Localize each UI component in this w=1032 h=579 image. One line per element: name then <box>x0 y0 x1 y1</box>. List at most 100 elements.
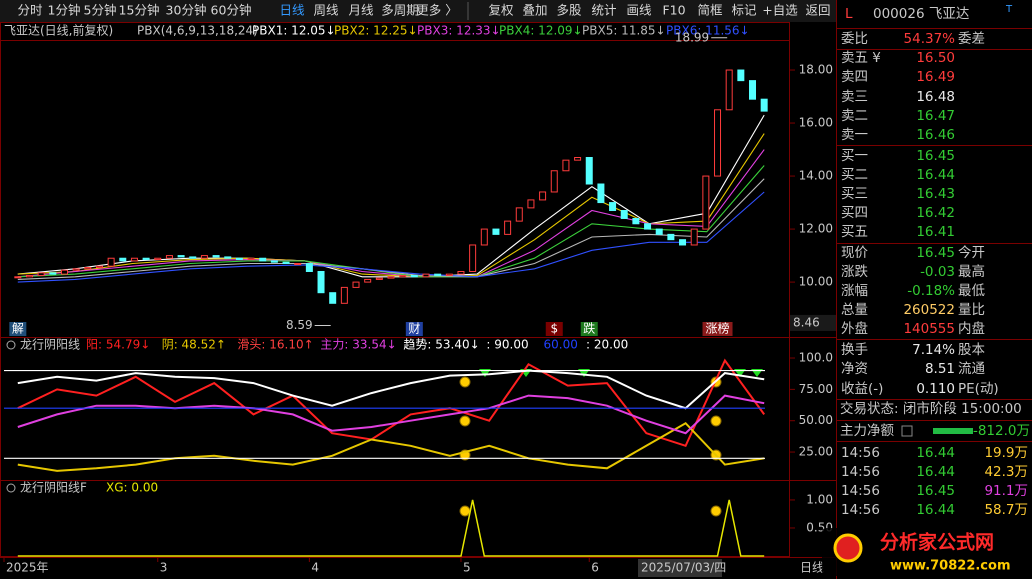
candle <box>737 69 745 82</box>
candle <box>655 228 663 235</box>
toolbar-tab[interactable]: 15分钟 <box>119 3 160 18</box>
candle <box>597 183 605 204</box>
toolbar-tab[interactable]: 多周期 <box>381 3 419 18</box>
toolbar-button[interactable]: +自选 <box>762 3 798 18</box>
panel-title: 龙行阴阳线 <box>20 338 80 352</box>
candle <box>714 109 722 177</box>
legend-entry: XG: 0.00 <box>106 481 158 495</box>
toolbar-tab[interactable]: 60分钟 <box>211 3 252 18</box>
toolbar-button[interactable]: 标记 <box>731 3 757 18</box>
tick-price: 16.44 <box>916 464 955 480</box>
quote-label: 涨幅 <box>841 283 868 299</box>
candle <box>387 276 395 279</box>
y-tick-label: 16.00 <box>799 116 833 130</box>
toolbar-tab[interactable]: 1分钟 <box>48 3 81 18</box>
event-badge <box>405 322 423 336</box>
signal-line <box>17 499 765 557</box>
quote-value: 260522 <box>903 302 955 318</box>
candle <box>375 277 383 280</box>
toolbar-button[interactable]: 返回 <box>805 3 830 18</box>
candle <box>270 260 278 263</box>
candle <box>305 263 313 272</box>
candle <box>37 272 45 276</box>
candle <box>550 170 558 193</box>
y-tick-label: 18.00 <box>799 63 833 77</box>
quote-value: 140555 <box>903 321 955 337</box>
toolbar-button[interactable]: 画线 <box>626 3 652 18</box>
candle <box>130 257 138 262</box>
toolbar-tab[interactable]: 30分钟 <box>166 3 207 18</box>
candle <box>364 278 372 283</box>
toolbar-tab[interactable]: 日线 <box>279 3 305 18</box>
candle <box>189 256 197 259</box>
quote-label: 买四 <box>841 205 868 221</box>
legend-entry: 阳: 54.79↓ <box>86 338 150 352</box>
tick-price: 16.44 <box>916 445 955 461</box>
quote-extra: 内盘 <box>958 320 985 337</box>
x-tick-label: 3 <box>160 561 168 575</box>
candle <box>667 233 675 241</box>
cursor-date-box <box>638 559 722 577</box>
candle <box>527 199 535 209</box>
candle <box>620 210 628 219</box>
legend-entry: PBX2: 12.25↓ <box>334 24 418 38</box>
toolbar <box>0 0 836 22</box>
y-tick-label: 1.00 <box>806 492 833 506</box>
toolbar-tab[interactable]: 更多 〉 <box>416 3 457 18</box>
candle <box>469 244 477 272</box>
event-badge <box>9 322 27 336</box>
event-label: 涨榜 <box>706 321 730 336</box>
legend-entry: PBX1: 12.05↓ <box>252 24 336 38</box>
quote-extra: 今开 <box>958 245 985 261</box>
cursor-price-box <box>790 314 836 331</box>
toolbar-tab[interactable]: 分时 <box>17 3 43 18</box>
y-tick-label: 50.00 <box>799 413 833 427</box>
candle <box>632 217 640 225</box>
legend-entry: PBX3: 12.33↓ <box>417 24 501 38</box>
net-bar <box>933 428 973 434</box>
toolbar-button[interactable]: 复权 <box>488 3 514 18</box>
candle <box>25 274 33 278</box>
coin <box>710 415 722 427</box>
event-badge <box>545 322 563 336</box>
quote-extra: 最高 <box>958 263 985 280</box>
toolbar-tab[interactable]: 月线 <box>348 3 374 18</box>
quote-label: 卖五 ¥ <box>841 50 881 66</box>
legend-entry: PBX6: 11.56↓ <box>666 24 750 38</box>
collapse-icon <box>6 483 16 493</box>
legend-entry: 趋势: 53.40↓ <box>403 338 479 352</box>
quote-value: -0.18% <box>907 283 955 299</box>
toolbar-tab[interactable]: 周线 <box>313 3 339 18</box>
quote-label: 买二 <box>841 167 868 183</box>
quote-value: 16.50 <box>916 50 955 66</box>
watermark-logo <box>833 533 863 563</box>
quote-label: 买五 <box>841 224 868 240</box>
watermark-url: www.70822.com <box>890 559 1011 574</box>
event-badge <box>580 322 598 336</box>
tick-price: 16.44 <box>916 502 955 518</box>
candle <box>200 255 208 259</box>
candle <box>445 273 453 276</box>
toolbar-button[interactable]: 简框 <box>697 3 723 18</box>
toolbar-button[interactable]: F10 <box>662 3 685 18</box>
ma-line <box>17 149 765 278</box>
toolbar-button[interactable]: 统计 <box>591 3 616 18</box>
legend-entry: 滑头: 16.10↑ <box>237 338 313 352</box>
candle <box>294 263 302 266</box>
toolbar-button[interactable]: 多股 <box>556 3 582 18</box>
toolbar-button[interactable]: 叠加 <box>522 3 547 18</box>
event-label: 跌 <box>583 321 595 336</box>
cursor-date: 2025/07/03/四 <box>641 561 726 575</box>
candle <box>749 80 757 100</box>
coin <box>459 505 471 517</box>
x-tick-label: 5 <box>463 561 471 575</box>
quote-value: 16.41 <box>916 224 955 240</box>
candle <box>212 255 220 258</box>
toolbar-tab[interactable]: 5分钟 <box>84 3 117 18</box>
y-tick-label: 25.00 <box>799 445 833 459</box>
candle <box>492 228 500 235</box>
candle <box>340 286 348 304</box>
candle <box>702 175 710 230</box>
candle <box>317 270 325 294</box>
